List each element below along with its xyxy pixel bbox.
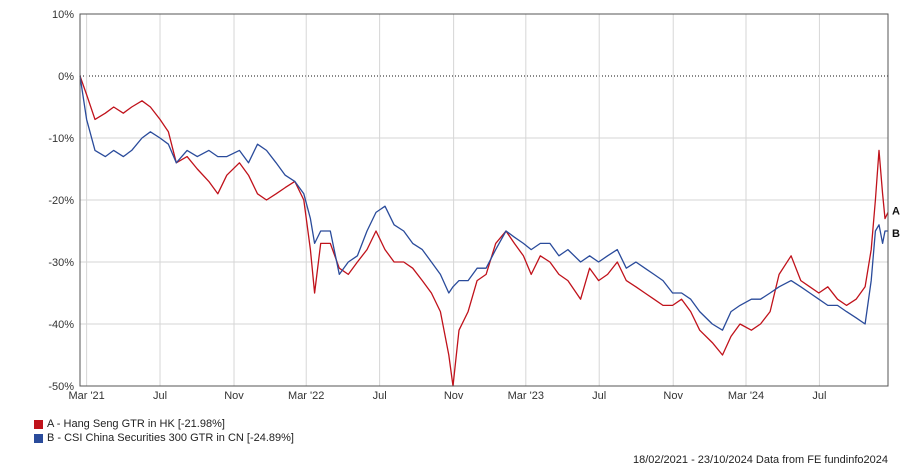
x-tick-label: Mar '22 — [288, 390, 324, 402]
y-axis-ticks: 10% 0% -10% -20% -30% -40% -50% — [48, 9, 74, 393]
footer-source: Data from FE fundinfo2024 — [755, 454, 888, 466]
y-tick-label: 10% — [52, 9, 74, 21]
y-tick-label: -50% — [48, 381, 74, 393]
footer-date-range: 18/02/2021 - 23/10/2024 — [632, 454, 753, 466]
x-axis-ticks: Mar '21 Jul Nov Mar '22 Jul Nov Mar '23 Jul Nov M… — [68, 390, 826, 402]
y-tick-label: -40% — [48, 319, 74, 331]
series-end-label-a: A — [892, 205, 900, 217]
gridlines — [80, 14, 888, 386]
legend-swatch-a — [34, 419, 43, 429]
x-tick-label: Jul — [373, 390, 387, 402]
footer-note: 18/02/2021 - 23/10/2024 Data from FE fun… — [633, 454, 888, 466]
x-tick-label: Mar '24 — [728, 390, 764, 402]
x-tick-label: Jul — [812, 390, 826, 402]
x-tick-label: Mar '23 — [508, 390, 544, 402]
x-tick-label: Nov — [224, 390, 244, 402]
x-tick-label: Jul — [153, 390, 167, 402]
plot-frame — [79, 13, 889, 387]
legend-item-a: A - Hang Seng GTR in HK [-21.98%] — [34, 417, 294, 431]
legend-swatch-b — [34, 433, 43, 443]
series-end-label-b: B — [892, 228, 900, 240]
y-tick-label: -30% — [48, 257, 74, 269]
legend-item-b: B - CSI China Securities 300 GTR in CN [… — [34, 431, 294, 445]
y-tick-label: -10% — [48, 133, 74, 145]
legend: A - Hang Seng GTR in HK [-21.98%] B - CS… — [34, 417, 294, 445]
x-tick-label: Nov — [444, 390, 464, 402]
x-tick-label: Mar '21 — [68, 390, 104, 402]
series-end-labels: AB — [892, 205, 900, 240]
legend-label-a: A - Hang Seng GTR in HK [-21.98%] — [47, 418, 225, 430]
series-line-b — [79, 75, 888, 331]
y-tick-label: 0% — [58, 71, 74, 83]
line-chart: 10%0%-10%-20%-30%-40%-50% Mar '21 Jul Nov M… — [48, 9, 900, 402]
y-tick-label: -20% — [48, 195, 74, 207]
series-line-a — [79, 75, 889, 387]
series-lines — [79, 75, 889, 387]
x-tick-label: Jul — [592, 390, 606, 402]
legend-label-b: B - CSI China Securities 300 GTR in CN [… — [47, 432, 294, 444]
x-tick-label: Nov — [663, 390, 683, 402]
